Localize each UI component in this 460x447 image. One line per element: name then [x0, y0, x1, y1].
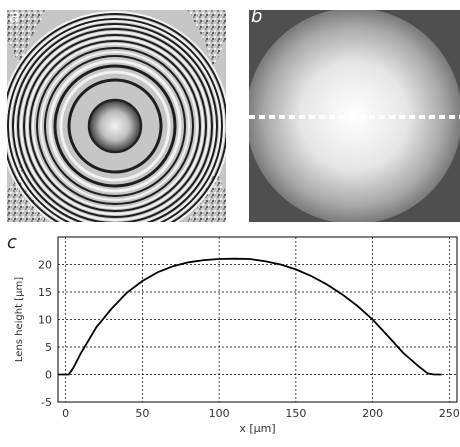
y-tick-label: 5: [45, 341, 52, 354]
x-tick-label: 0: [62, 407, 69, 420]
x-tick-label: 50: [135, 407, 149, 420]
interferogram-image: [0, 10, 230, 241]
y-tick-label: 15: [38, 286, 52, 299]
x-tick-label: 250: [439, 407, 460, 420]
fringe-ring: [26, 37, 204, 215]
panel-c-label: c: [7, 232, 17, 253]
y-tick-label: -5: [41, 396, 52, 409]
fringe-ring: [36, 47, 194, 205]
panel-b: b: [246, 6, 460, 224]
height-map-image: [246, 8, 460, 224]
fringe-ring: [67, 78, 163, 174]
y-tick-label: 0: [45, 369, 52, 382]
y-axis-ticks: -5 0 5 10 15 20: [38, 259, 52, 410]
y-tick-label: 20: [38, 259, 52, 272]
fringe-ring: [44, 55, 186, 197]
x-tick-label: 150: [285, 407, 306, 420]
fringe-ring: [53, 64, 177, 188]
x-axis-ticks: 0 50 100 150 200 250: [62, 407, 460, 420]
interference-fringes: [0, 11, 230, 241]
x-tick-label: 200: [362, 407, 383, 420]
panel-a-label: a: [9, 6, 21, 27]
fringe-ring: [29, 40, 201, 212]
fringe-ring: [32, 43, 198, 209]
y-tick-label: 10: [38, 314, 52, 327]
lens-profile-chart: 0 50 100 150 200 250 -5 0 5 10 15 20 x [µm] Lens h…: [14, 236, 460, 435]
fringe-ring: [48, 59, 182, 193]
series-line: [58, 257, 442, 376]
fringe-ring: [23, 34, 207, 218]
fringe-ring: [20, 31, 210, 221]
fringe-ring: [59, 70, 171, 182]
panel-b-label: b: [251, 6, 263, 27]
x-axis-label: x [µm]: [239, 422, 275, 435]
y-axis-label: Lens height [µm]: [14, 277, 25, 362]
lens-apex-spot: [89, 100, 141, 152]
x-tick-label: 100: [209, 407, 230, 420]
panel-c: c 0 50 100 150 200 250 -5 0 5 10 15 20 x [µm] Lens…: [0, 232, 460, 443]
chart-grid: [58, 237, 457, 402]
fringe-ring: [40, 51, 190, 201]
plot-frame: [57, 236, 458, 403]
panel-a: a: [0, 6, 230, 241]
